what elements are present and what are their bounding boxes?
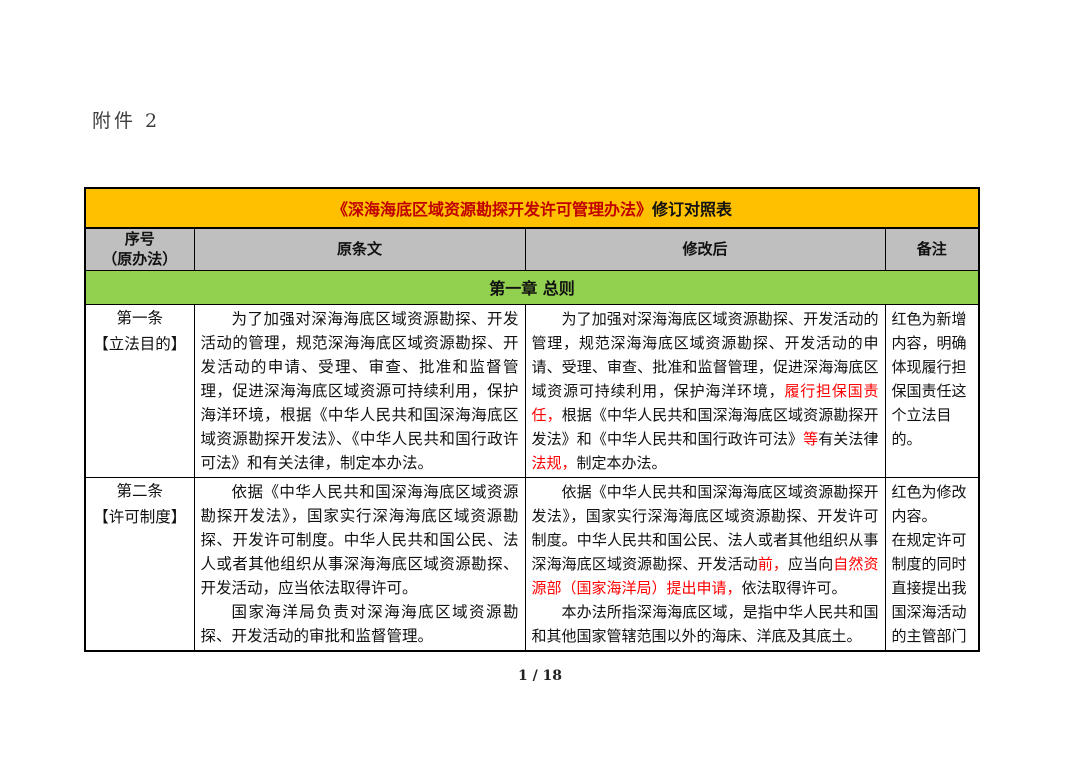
table-row-article-1: 第一条 【立法目的】 为了加强对深海海底区域资源勘探、开发活动的管理，规范深海海… (84, 303, 980, 478)
article-1-number-cell: 第一条 【立法目的】 (84, 303, 195, 478)
table-title-book-name: 《深海海底区域资源勘探开发许可管理办法》 (332, 200, 653, 219)
article-2-original-cell: 依据《中华人民共和国深海海底区域资源勘探开发法》，国家实行深海海底区域资源勘探、… (193, 476, 526, 651)
table-title: 《深海海底区域资源勘探开发许可管理办法》修订对照表 (84, 187, 980, 229)
article-1-revised-cell: 为了加强对深海海底区域资源勘探、开发活动的管理，规范深海海底区域资源勘探、开发活… (524, 303, 886, 478)
revision-comparison-table: 《深海海底区域资源勘探开发许可管理办法》修订对照表 序号 （原办法） 原条文 修… (84, 187, 981, 652)
article-2-note-cell: 红色为修改内容。 在规定许可制度的同时直接提出我国深海活动的主管部门 (884, 476, 980, 651)
chapter-heading: 第一章 总则 (84, 269, 980, 305)
chapter-heading-row: 第一章 总则 (84, 269, 980, 305)
table-title-suffix: 修订对照表 (652, 200, 733, 219)
article-2-number: 第二条 (116, 481, 163, 500)
article-2-number-cell: 第二条 【许可制度】 (84, 476, 195, 651)
page-number: 1 / 18 (517, 668, 563, 684)
column-header-number-line2: （原办法） (102, 250, 178, 269)
table-header-row: 序号 （原办法） 原条文 修改后 备注 (84, 227, 980, 271)
table-title-row: 《深海海底区域资源勘探开发许可管理办法》修订对照表 (84, 187, 980, 229)
article-1-number: 第一条 (116, 308, 163, 327)
column-header-revised: 修改后 (524, 227, 886, 271)
column-header-note: 备注 (884, 227, 980, 271)
column-header-number: 序号 （原办法） (84, 227, 195, 271)
column-header-original: 原条文 (193, 227, 526, 271)
article-2-revised-cell: 依据《中华人民共和国深海海底区域资源勘探开发法》，国家实行深海海底区域资源勘探、… (524, 476, 886, 651)
article-2-tag: 【许可制度】 (93, 507, 187, 526)
article-1-tag: 【立法目的】 (93, 334, 187, 353)
attachment-label: 附件 2 (92, 110, 161, 132)
article-1-original-cell: 为了加强对深海海底区域资源勘探、开发活动的管理，规范深海海底区域资源勘探、开发活… (193, 303, 526, 478)
column-header-number-line1: 序号 (124, 230, 155, 249)
article-1-note-cell: 红色为新增内容，明确体现履行担保国责任这个立法目的。 (884, 303, 980, 478)
table-row-article-2: 第二条 【许可制度】 依据《中华人民共和国深海海底区域资源勘探开发法》，国家实行… (84, 476, 980, 651)
